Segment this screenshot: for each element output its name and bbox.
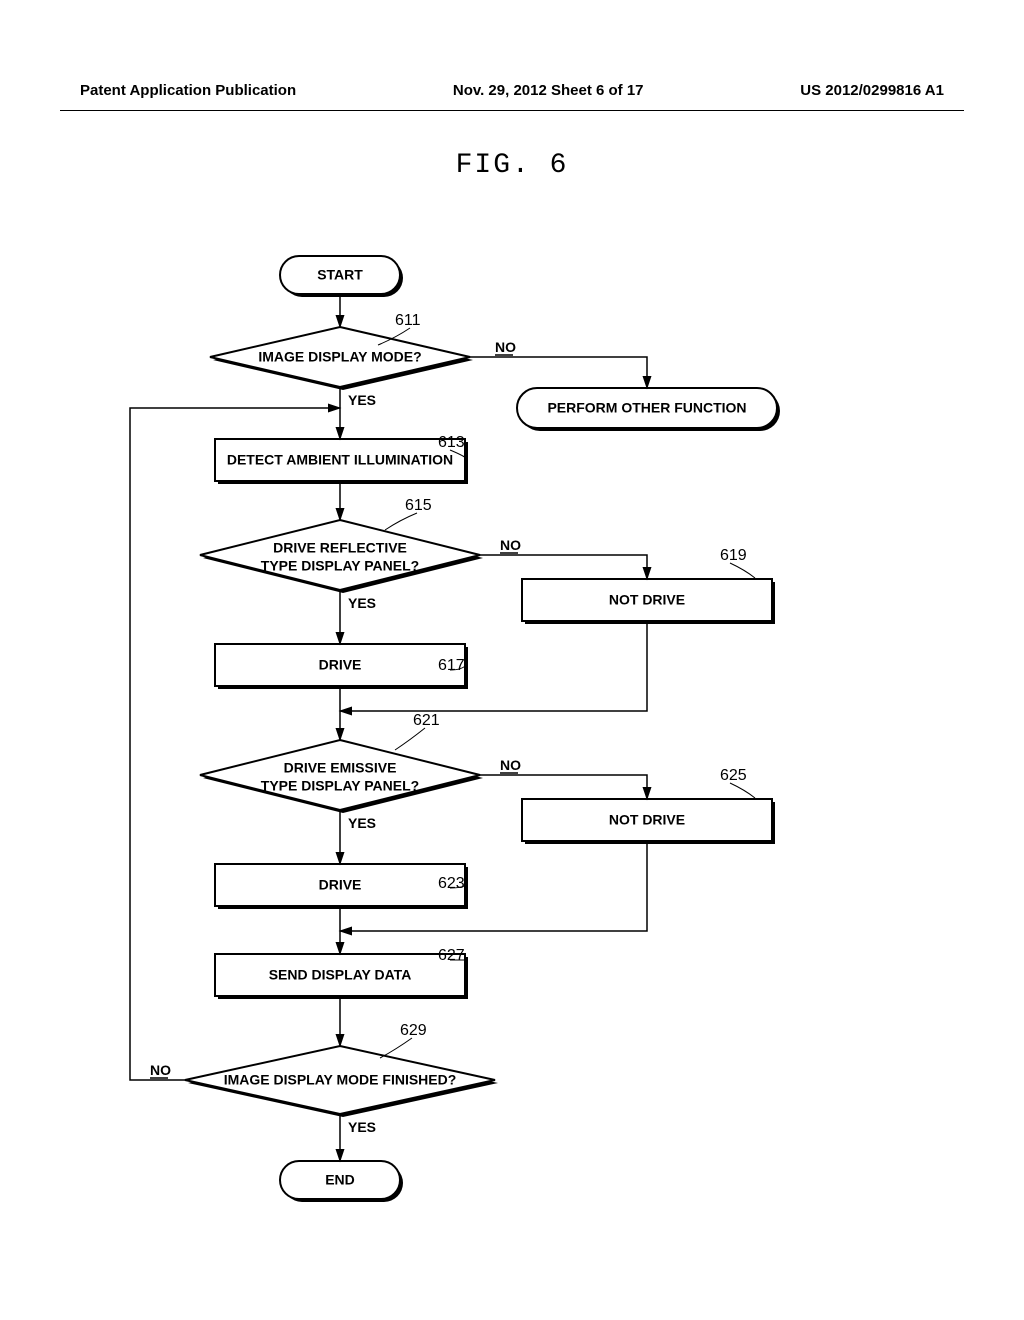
svg-text:END: END — [325, 1172, 355, 1188]
svg-text:IMAGE DISPLAY MODE FINISHED?: IMAGE DISPLAY MODE FINISHED? — [224, 1072, 457, 1088]
flowchart-canvas: START IMAGE DISPLAY MODE? PERFORM OTHER FU… — [0, 0, 1024, 1320]
svg-text:YES: YES — [348, 392, 376, 408]
svg-text:YES: YES — [348, 595, 376, 611]
svg-text:DRIVE REFLECTIVE: DRIVE REFLECTIVE — [273, 540, 407, 556]
svg-text:NOT DRIVE: NOT DRIVE — [609, 812, 685, 828]
svg-text:625: 625 — [720, 767, 747, 784]
svg-text:615: 615 — [405, 497, 432, 514]
svg-text:START: START — [317, 267, 363, 283]
svg-text:TYPE DISPLAY PANEL?: TYPE DISPLAY PANEL? — [261, 558, 419, 574]
svg-text:NO: NO — [500, 757, 521, 773]
svg-text:613: 613 — [438, 434, 465, 451]
svg-text:NO: NO — [150, 1062, 171, 1078]
svg-text:619: 619 — [720, 547, 747, 564]
svg-text:YES: YES — [348, 815, 376, 831]
svg-text:623: 623 — [438, 875, 465, 892]
svg-text:627: 627 — [438, 947, 465, 964]
svg-text:NO: NO — [495, 339, 516, 355]
svg-text:611: 611 — [395, 312, 421, 329]
svg-text:IMAGE DISPLAY MODE?: IMAGE DISPLAY MODE? — [258, 349, 421, 365]
svg-text:621: 621 — [413, 712, 440, 729]
svg-text:YES: YES — [348, 1119, 376, 1135]
svg-text:DETECT AMBIENT ILLUMINATION: DETECT AMBIENT ILLUMINATION — [227, 452, 453, 468]
svg-text:DRIVE: DRIVE — [319, 657, 362, 673]
svg-text:DRIVE: DRIVE — [319, 877, 362, 893]
svg-text:TYPE DISPLAY PANEL?: TYPE DISPLAY PANEL? — [261, 778, 419, 794]
svg-text:PERFORM OTHER FUNCTION: PERFORM OTHER FUNCTION — [547, 400, 746, 416]
svg-text:NO: NO — [500, 537, 521, 553]
svg-text:629: 629 — [400, 1022, 427, 1039]
svg-text:SEND DISPLAY DATA: SEND DISPLAY DATA — [269, 967, 412, 983]
svg-text:NOT DRIVE: NOT DRIVE — [609, 592, 685, 608]
svg-text:617: 617 — [438, 657, 465, 674]
svg-text:DRIVE EMISSIVE: DRIVE EMISSIVE — [284, 760, 397, 776]
